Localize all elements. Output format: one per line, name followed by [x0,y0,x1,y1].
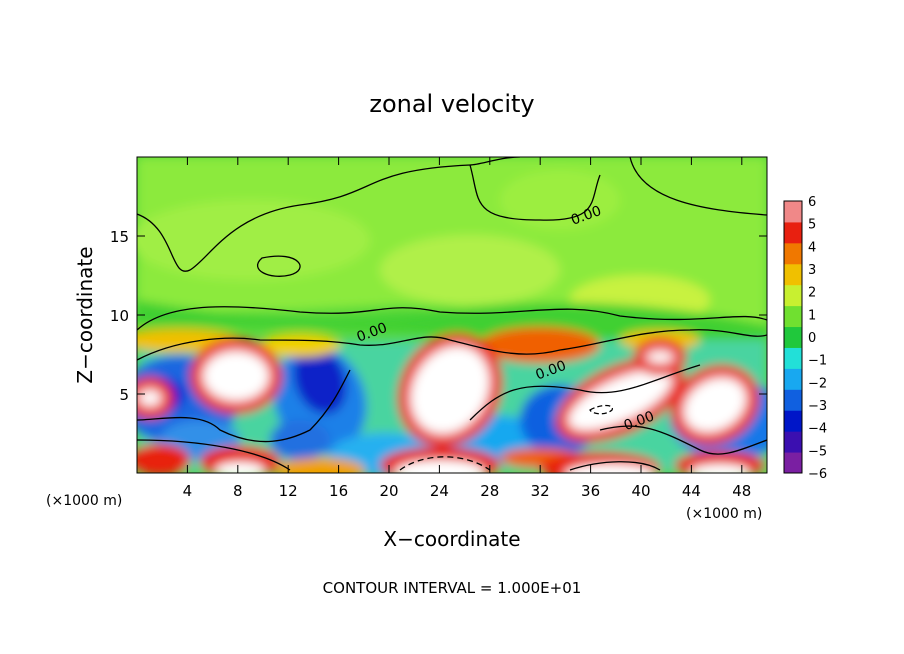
colorbar-tick-label: −5 [808,444,827,459]
x-tick-label: 12 [279,482,298,500]
field-blob [569,370,671,430]
colorbar-tick-label: 0 [808,331,816,346]
colorbar-swatch [784,201,802,223]
chart-title: zonal velocity [369,90,534,118]
contour-line [137,369,351,443]
colorbar-tick-label: −1 [808,354,827,369]
field-blob [204,352,268,400]
colorbar-swatch [784,368,802,390]
contour-line [399,456,491,471]
field-blob [690,464,750,473]
contour-line [469,164,601,221]
contour-line [589,404,613,415]
contour-line [569,461,661,471]
y-axis-label: Z−coordinate [73,246,97,383]
colorbar-frame [783,200,803,474]
y-tick-label: 15 [110,228,129,246]
contour-line [469,364,701,421]
field-blob [480,327,600,363]
contour-line [137,306,767,331]
colorbar-tick-label: 4 [808,240,816,255]
colorbar-tick-label: 6 [808,195,816,210]
plot-area [137,157,767,473]
contour-line [257,255,301,277]
colorbar-swatch [784,452,802,474]
contour-line [137,439,291,471]
colorbar-tick-label: −3 [808,399,827,414]
x-tick-label: 4 [183,482,193,500]
colorbar-tick-label: 3 [808,263,816,278]
x-tick-label: 28 [480,482,499,500]
colorbar-tick-label: −6 [808,467,827,482]
colorbar-swatch [784,263,802,286]
field-blob [565,464,655,473]
x-units-left: (×1000 m) [46,493,122,509]
colorbar-tick-label: 5 [808,218,816,233]
x-axis-label: X−coordinate [383,527,520,551]
colorbar-swatch [784,431,802,453]
colorbar-swatch [784,242,802,265]
contour-line [629,157,767,216]
field-blob [500,170,620,230]
x-tick-label: 16 [329,482,348,500]
colorbar: 6 5 4 3 2 1 0 −1 −2 −3 −4 −5 −6 [783,195,827,482]
colorbar-swatch [784,284,802,307]
colorbar-swatch [784,221,802,244]
colorbar-swatch [784,389,802,411]
field-blob [215,462,265,473]
colorbar-tick-label: −2 [808,376,827,391]
x-tick-label: 40 [631,482,650,500]
x-tick-label: 36 [581,482,600,500]
x-tick-label: 8 [233,482,243,500]
x-tick-label: 44 [682,482,701,500]
colorbar-tick-label: 1 [808,308,816,323]
contour-line [599,425,767,455]
contour-line [137,329,767,361]
x-tick-label: 24 [430,482,449,500]
field-blob [137,200,370,280]
field-blob [293,346,347,414]
field-blob [684,378,746,432]
x-tick-label: 32 [531,482,550,500]
field-blob [137,444,190,473]
contour-interval-footer: CONTOUR INTERVAL = 1.000E+01 [323,579,582,597]
field-blob [270,420,330,460]
colorbar-swatch [784,410,802,432]
colorbar-tick-label: 2 [808,286,816,301]
y-tick-label: 10 [110,307,129,325]
field-blob [395,460,485,473]
y-tick-label: 5 [119,386,129,404]
x-tick-label: 48 [732,482,751,500]
x-units-right: (×1000 m) [686,506,762,522]
field-blob [275,458,365,473]
field-blob [140,391,160,405]
colorbar-swatch [784,305,802,328]
x-tick-label: 20 [379,482,398,500]
colorbar-swatch [784,347,802,369]
field-blob [648,352,672,362]
field-blob [380,235,560,305]
field-blob [260,333,340,357]
colorbar-swatch [784,326,802,348]
colorbar-tick-label: −4 [808,422,827,437]
field-blob [411,347,489,433]
field-blob [137,300,767,345]
